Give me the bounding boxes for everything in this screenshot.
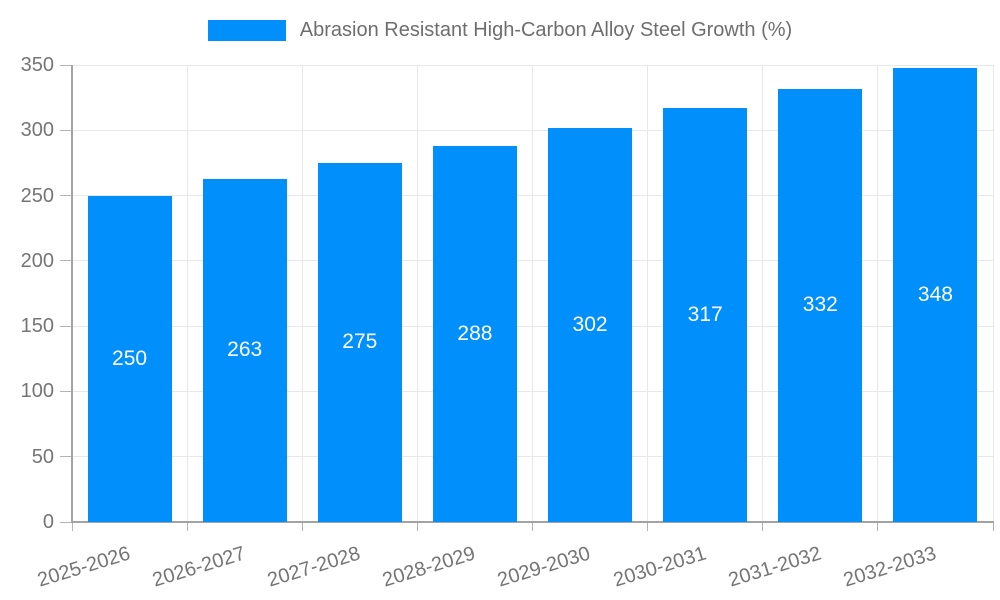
legend-swatch (207, 19, 286, 41)
legend-label: Abrasion Resistant High-Carbon Alloy Ste… (299, 18, 793, 41)
y-axis-line (71, 65, 73, 522)
x-axis-label: 2029-2030 (495, 542, 594, 592)
bar[interactable] (432, 145, 517, 522)
axis-tick (60, 129, 72, 131)
axis-tick (301, 522, 303, 531)
bar-value-label: 275 (342, 330, 378, 354)
axis-tick (60, 521, 72, 523)
gridline (186, 65, 188, 522)
gridline (416, 65, 418, 522)
bar[interactable] (317, 162, 402, 522)
y-axis-label: 300 (20, 119, 54, 142)
bar[interactable] (893, 67, 978, 522)
bar-value-label: 263 (227, 338, 263, 362)
bar-value-label: 288 (457, 321, 493, 345)
bar-value-label: 302 (572, 312, 608, 336)
bar-value-label: 317 (687, 303, 723, 327)
bar[interactable] (87, 195, 172, 522)
bar[interactable] (548, 127, 633, 522)
axis-tick (647, 522, 649, 531)
x-axis-label: 2031-2032 (725, 542, 824, 592)
y-axis-label: 150 (20, 315, 54, 338)
bar[interactable] (663, 108, 748, 522)
x-axis-line (71, 521, 994, 523)
axis-tick (60, 325, 72, 327)
bar-value-label: 250 (112, 346, 148, 370)
legend[interactable]: Abrasion Resistant High-Carbon Alloy Ste… (0, 12, 1000, 48)
axis-tick (762, 522, 764, 531)
axis-tick (60, 456, 72, 458)
y-axis-label: 350 (20, 54, 54, 76)
gridline (762, 65, 764, 522)
gridline (301, 65, 303, 522)
y-axis-label: 200 (20, 249, 54, 272)
bar[interactable] (202, 178, 287, 522)
y-axis-label: 100 (20, 380, 54, 403)
y-axis-label: 0 (42, 511, 54, 533)
x-axis-label: 2027-2028 (265, 542, 364, 592)
bar[interactable] (778, 88, 863, 522)
x-axis-label: 2028-2029 (380, 542, 479, 592)
axis-tick (60, 195, 72, 197)
axis-tick (60, 64, 72, 66)
axis-tick (186, 522, 188, 531)
axis-tick (416, 522, 418, 531)
gridline (532, 65, 533, 522)
x-axis-label: 2025-2026 (34, 542, 133, 592)
axis-tick (71, 522, 73, 531)
gridline (992, 65, 994, 522)
gridline (877, 65, 879, 522)
y-axis-label: 250 (20, 184, 54, 207)
axis-tick (60, 390, 72, 392)
x-axis-label: 2030-2031 (610, 542, 709, 592)
bar-value-label: 332 (802, 293, 838, 317)
x-axis-label: 2032-2033 (840, 542, 939, 592)
bar-value-label: 348 (917, 282, 953, 306)
axis-tick (532, 522, 533, 531)
axis-tick (877, 522, 879, 531)
y-axis-label: 50 (31, 445, 54, 468)
x-axis-label: 2026-2027 (149, 542, 248, 592)
gridline (647, 65, 649, 522)
axis-tick (60, 260, 72, 262)
axis-tick (992, 522, 994, 531)
